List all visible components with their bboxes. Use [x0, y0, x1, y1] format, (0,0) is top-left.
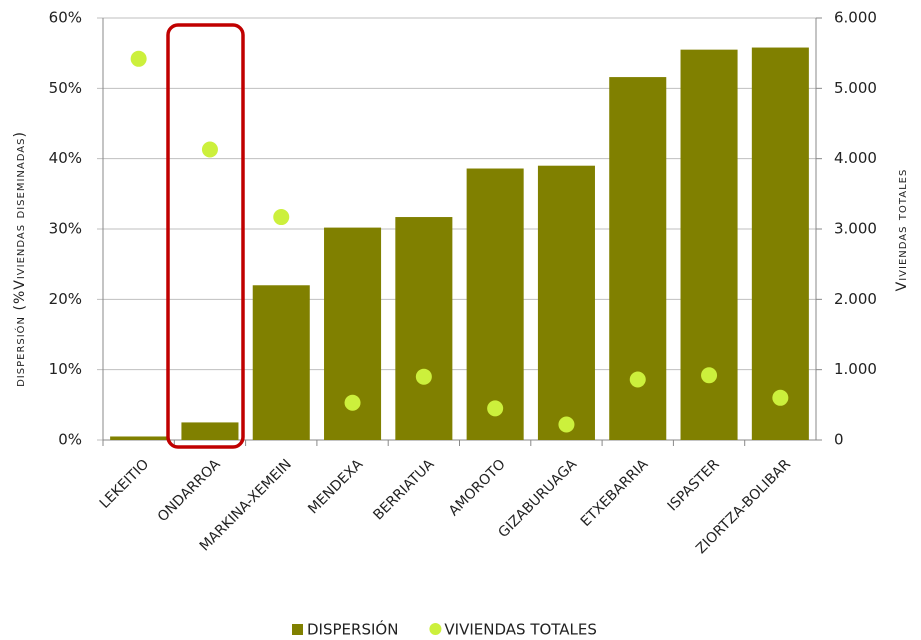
y2-tick-label: 0: [834, 431, 844, 449]
legend-swatch: [429, 623, 442, 635]
legend-label: DISPERSIÓN: [307, 620, 398, 639]
y-axis-title: dispersión (%Viviendas diseminadas): [12, 131, 28, 387]
dot: [273, 209, 290, 226]
dot: [201, 141, 218, 158]
x-tick-label: LEKEITIO: [97, 456, 153, 512]
x-tick-label: ISPASTER: [665, 456, 723, 514]
y-tick-label: 40%: [49, 149, 82, 167]
x-tick-label: MENDEXA: [305, 456, 366, 517]
y-tick-label: 50%: [49, 79, 82, 97]
dot: [772, 389, 789, 406]
bar: [110, 436, 168, 440]
x-tick-label: BERRIATUA: [370, 456, 437, 523]
y-tick-label: 60%: [49, 9, 82, 27]
bar: [466, 168, 524, 440]
y-tick-label: 10%: [49, 360, 82, 378]
x-tick-label: ONDARROA: [155, 456, 224, 525]
y2-tick-label: 2.000: [834, 290, 877, 308]
dot: [558, 416, 575, 433]
legend-swatch: [292, 624, 303, 635]
y-tick-label: 30%: [49, 220, 82, 238]
bar: [252, 285, 310, 440]
dot: [629, 371, 646, 388]
dot: [701, 367, 718, 384]
y2-axis-title: Viviendas totales: [894, 169, 910, 292]
dot: [130, 50, 147, 67]
bar: [395, 217, 453, 440]
y-tick-label: 0%: [58, 431, 82, 449]
y2-tick-label: 1.000: [834, 360, 877, 378]
y-tick-label: 20%: [49, 290, 82, 308]
dot: [344, 394, 361, 411]
dot: [487, 400, 504, 417]
plot: 0% 10% 20% 30% 40% 50% 60% 0 1.000 2.000 3.000 4.00…: [12, 9, 910, 639]
y2-tick-label: 3.000: [834, 220, 877, 238]
legend-label: VIVIENDAS TOTALES: [444, 621, 597, 639]
y2-tick-label: 5.000: [834, 79, 877, 97]
x-tick-label: ETXEBARRIA: [578, 456, 652, 530]
bar: [751, 47, 809, 440]
dot: [415, 368, 432, 385]
x-tick-label: AMOROTO: [446, 456, 509, 519]
bar: [537, 165, 595, 440]
bar: [181, 422, 239, 440]
y2-tick-label: 4.000: [834, 149, 877, 167]
highlight-box: [166, 23, 245, 449]
y2-tick-label: 6.000: [834, 9, 877, 27]
x-tick-label: GIZABURUAGA: [495, 456, 580, 541]
